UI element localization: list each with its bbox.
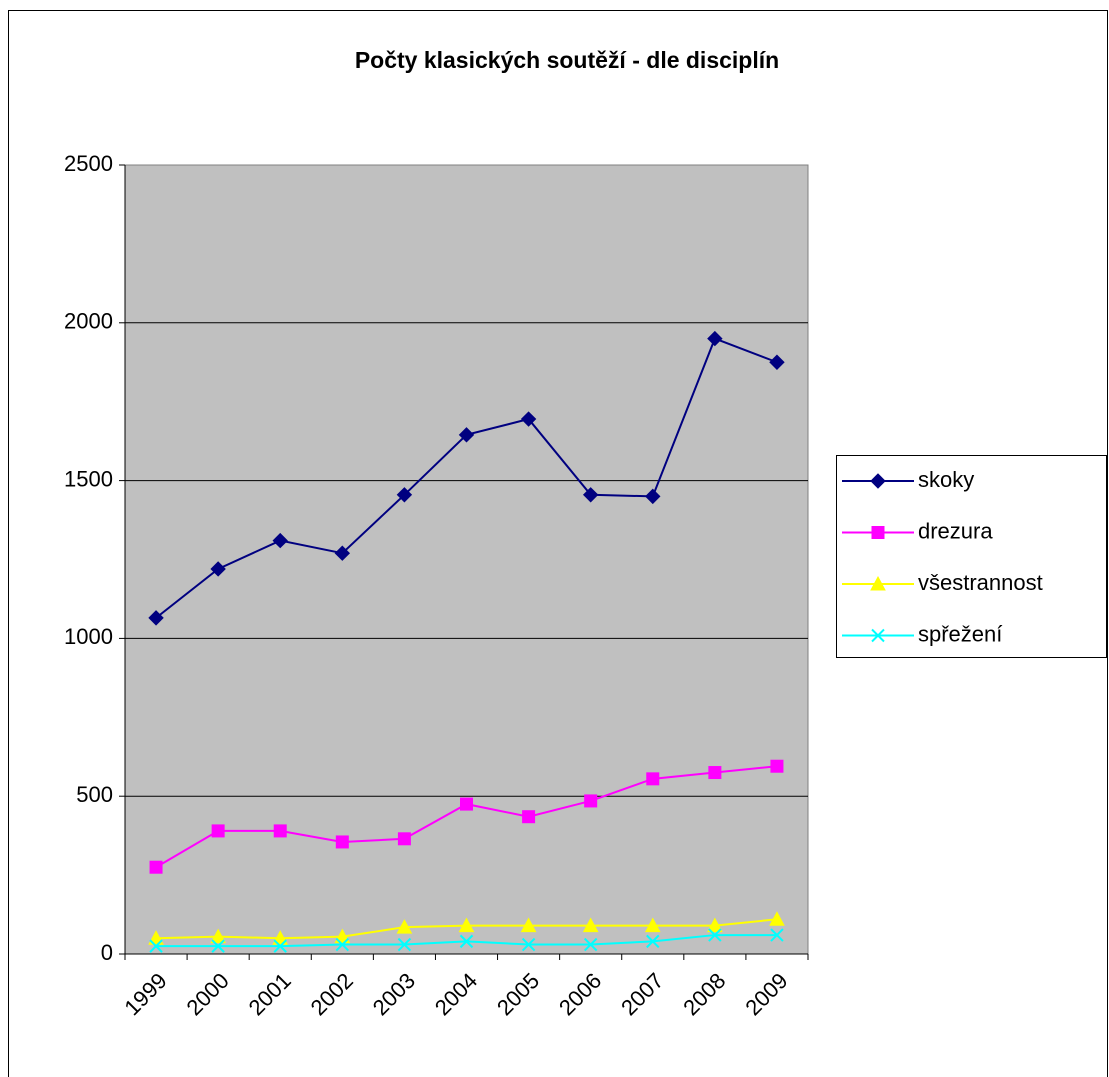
marker — [769, 911, 785, 926]
y-tick-label: 1500 — [64, 466, 113, 491]
marker — [769, 354, 785, 370]
marker — [210, 561, 226, 577]
marker — [646, 772, 660, 786]
marker — [644, 917, 661, 933]
marker — [522, 810, 536, 824]
y-tick-label: 1000 — [64, 624, 113, 649]
marker — [211, 824, 225, 838]
marker — [458, 917, 475, 933]
marker — [272, 532, 288, 549]
marker — [211, 939, 225, 953]
marker — [148, 930, 164, 945]
marker — [520, 917, 537, 933]
chart-title: Počty klasických soutěží - dle disciplín — [355, 47, 779, 73]
marker — [334, 928, 351, 944]
legend-label: všestrannost — [918, 570, 1043, 595]
marker — [149, 939, 163, 953]
marker — [770, 928, 784, 942]
marker — [582, 487, 599, 503]
marker — [707, 917, 723, 933]
marker — [645, 488, 661, 505]
marker — [708, 928, 722, 942]
marker — [459, 934, 474, 949]
marker — [397, 832, 411, 846]
marker — [458, 427, 475, 443]
legend — [836, 455, 1107, 658]
marker — [460, 797, 473, 811]
marker — [396, 487, 413, 503]
marker — [583, 937, 598, 952]
legend-marker — [870, 575, 886, 591]
y-tick-label: 2500 — [64, 151, 113, 176]
y-tick-label: 500 — [76, 782, 113, 807]
y-tick-label: 0 — [101, 940, 113, 965]
plot-area — [124, 164, 809, 955]
marker — [272, 930, 289, 945]
legend-label: drezura — [918, 518, 993, 543]
y-tick-label: 2000 — [64, 309, 113, 334]
marker — [707, 330, 723, 347]
marker — [520, 411, 537, 427]
marker — [149, 860, 163, 874]
marker — [397, 937, 412, 952]
marker — [582, 917, 599, 933]
marker — [396, 919, 413, 934]
marker — [770, 759, 784, 773]
marker — [521, 937, 536, 952]
legend-label: skoky — [918, 467, 974, 492]
marker — [273, 824, 287, 838]
marker — [584, 794, 598, 808]
marker — [335, 937, 350, 952]
marker — [273, 939, 287, 953]
legend-marker — [870, 473, 886, 489]
legend-marker — [871, 628, 885, 643]
legend-marker — [871, 526, 885, 539]
marker — [646, 934, 660, 949]
marker — [148, 610, 164, 626]
marker — [708, 766, 722, 780]
marker — [335, 835, 349, 849]
marker — [334, 545, 351, 561]
legend-label: spřežení — [918, 621, 1002, 646]
marker — [210, 928, 226, 944]
